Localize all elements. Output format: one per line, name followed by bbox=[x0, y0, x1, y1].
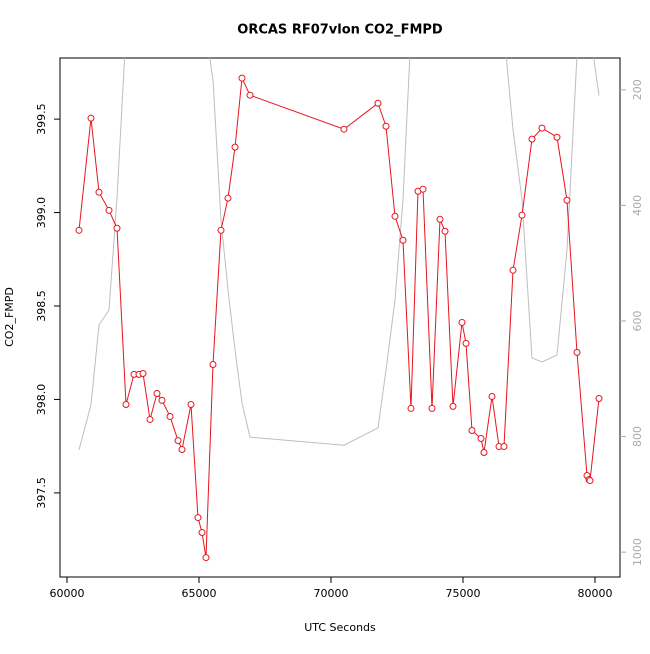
data-point bbox=[419, 185, 427, 193]
data-point bbox=[113, 224, 121, 232]
series-line bbox=[78, 58, 600, 450]
x-tick-label: 60000 bbox=[49, 587, 84, 600]
x-tick-label: 70000 bbox=[313, 587, 348, 600]
data-point bbox=[500, 443, 508, 451]
data-point bbox=[178, 446, 186, 454]
data-point bbox=[95, 188, 103, 196]
x-tick-label: 80000 bbox=[577, 587, 612, 600]
data-point bbox=[407, 404, 415, 412]
y2-tick-label: 600 bbox=[631, 310, 644, 331]
data-point bbox=[553, 133, 561, 141]
y-tick-label: 398.0 bbox=[35, 384, 48, 416]
data-point bbox=[224, 194, 232, 202]
data-point bbox=[477, 435, 485, 443]
data-point bbox=[158, 396, 166, 404]
y2-tick-label: 800 bbox=[631, 426, 644, 447]
data-point bbox=[153, 389, 161, 397]
y2-tick-label: 1000 bbox=[631, 538, 644, 566]
data-point bbox=[238, 74, 246, 82]
data-point bbox=[441, 227, 449, 235]
data-point bbox=[87, 114, 95, 122]
data-point bbox=[146, 415, 154, 423]
plot-frame bbox=[59, 57, 621, 578]
data-point bbox=[202, 554, 210, 562]
data-point bbox=[509, 266, 517, 274]
y-tick-label: 398.5 bbox=[35, 290, 48, 322]
data-point bbox=[75, 226, 83, 234]
data-point bbox=[458, 318, 466, 326]
data-point bbox=[462, 339, 470, 347]
data-point bbox=[528, 135, 536, 143]
data-point bbox=[246, 91, 254, 99]
data-point bbox=[538, 124, 546, 132]
x-axis-label: UTC Seconds bbox=[304, 621, 376, 634]
plot-area bbox=[75, 58, 603, 562]
data-point bbox=[488, 392, 496, 400]
data-point bbox=[166, 412, 174, 420]
y2-tick-label: 200 bbox=[631, 79, 644, 100]
data-point bbox=[209, 361, 217, 369]
x-tick-label: 75000 bbox=[445, 587, 480, 600]
data-point bbox=[340, 125, 348, 133]
data-point bbox=[374, 99, 382, 107]
data-point bbox=[187, 400, 195, 408]
data-point bbox=[449, 402, 457, 410]
data-point bbox=[174, 437, 182, 445]
data-point bbox=[399, 236, 407, 244]
data-point bbox=[518, 211, 526, 219]
data-point bbox=[198, 529, 206, 537]
chart-title: ORCAS RF07vlon CO2_FMPD bbox=[237, 23, 443, 38]
x-tick-label: 65000 bbox=[181, 587, 216, 600]
data-point bbox=[105, 206, 113, 214]
data-point bbox=[563, 196, 571, 204]
y-tick-label: 399.0 bbox=[35, 197, 48, 229]
series-line bbox=[78, 76, 600, 558]
data-point bbox=[217, 226, 225, 234]
y-axis-label: CO2_FMPD bbox=[3, 287, 16, 347]
data-point bbox=[436, 215, 444, 223]
data-point bbox=[391, 212, 399, 220]
y-tick-label: 399.5 bbox=[35, 103, 48, 135]
data-point bbox=[595, 395, 603, 403]
y2-tick-label: 400 bbox=[631, 195, 644, 216]
y-tick-label: 397.5 bbox=[35, 477, 48, 509]
data-point bbox=[468, 426, 476, 434]
data-point bbox=[122, 400, 130, 408]
data-point bbox=[586, 477, 594, 485]
data-point bbox=[194, 514, 202, 522]
data-point bbox=[139, 369, 147, 377]
data-point bbox=[231, 143, 239, 151]
data-point bbox=[573, 348, 581, 356]
data-point bbox=[382, 122, 390, 130]
data-point bbox=[480, 449, 488, 457]
data-point bbox=[428, 404, 436, 412]
